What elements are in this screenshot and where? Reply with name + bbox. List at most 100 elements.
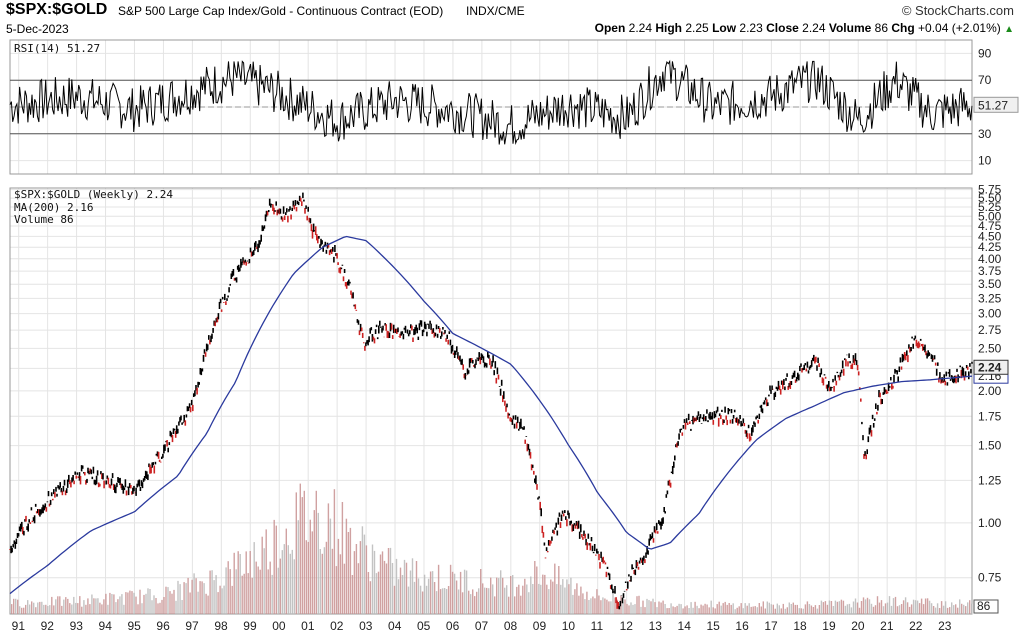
volume-bar xyxy=(315,490,317,614)
price-tick-label: 4.25 xyxy=(978,240,1002,254)
volume-bar xyxy=(578,595,580,614)
volume-bar xyxy=(289,553,291,614)
volume-bar xyxy=(231,585,233,614)
volume-bar xyxy=(496,577,498,614)
symbol-title: $SPX:$GOLD xyxy=(6,1,108,18)
volume-bar xyxy=(189,592,191,614)
volume-bar xyxy=(393,585,396,614)
price-tick-label: 2.00 xyxy=(978,384,1002,398)
price-tick-label: 2.50 xyxy=(978,341,1002,355)
volume-bar xyxy=(257,566,259,614)
volume-last-value-box xyxy=(973,599,999,614)
volume-bar xyxy=(780,608,782,614)
ma-legend: MA(200) 2.16 xyxy=(14,201,93,214)
volume-bar xyxy=(177,580,179,614)
x-tick-label: 18 xyxy=(793,619,807,633)
x-tick-label: 91 xyxy=(12,619,26,633)
x-tick-label: 01 xyxy=(301,619,315,633)
volume-bar xyxy=(123,604,125,614)
volume-bar xyxy=(536,566,538,614)
volume-bar xyxy=(141,603,143,614)
volume-bar xyxy=(383,560,386,614)
x-tick-label: 02 xyxy=(330,619,344,633)
volume-bar xyxy=(213,580,215,614)
volume-bar xyxy=(373,550,376,614)
stockcharts-watermark[interactable]: © StockCharts.com xyxy=(901,3,1014,18)
volume-bar xyxy=(944,601,947,614)
volume-bar xyxy=(856,602,859,614)
volume-bar xyxy=(451,571,454,614)
volume-bar xyxy=(608,601,610,614)
volume-bar xyxy=(361,526,364,614)
volume-bar xyxy=(959,599,961,614)
rsi-panel xyxy=(9,39,973,175)
volume-bar xyxy=(433,582,436,614)
volume-bar xyxy=(696,605,698,614)
volume-bar xyxy=(337,538,340,614)
volume-bar xyxy=(201,581,203,614)
volume-bar xyxy=(644,607,646,614)
volume-bar xyxy=(794,604,796,614)
volume-bar xyxy=(824,601,827,614)
volume-bar xyxy=(319,549,321,614)
volume-bar xyxy=(327,503,330,614)
volume-bar xyxy=(57,596,59,614)
volume-bar xyxy=(482,583,484,614)
volume-bar xyxy=(894,596,897,614)
volume-bar xyxy=(478,588,480,614)
volume-bar xyxy=(399,567,402,614)
price-legend: $SPX:$GOLD (Weekly) 2.24 xyxy=(14,188,173,201)
volume-bar xyxy=(732,603,734,614)
volume-bar xyxy=(293,559,295,614)
volume-bar xyxy=(538,583,540,614)
volume-bar xyxy=(736,607,738,614)
volume-bar xyxy=(594,598,596,614)
volume-bar xyxy=(191,579,193,614)
volume-bar xyxy=(287,545,289,614)
volume-bar xyxy=(171,593,173,614)
volume-bar xyxy=(724,601,726,614)
volume-bar xyxy=(113,594,115,614)
volume-bar xyxy=(892,598,895,614)
x-tick-label: 07 xyxy=(475,619,489,633)
volume-bar xyxy=(924,598,927,614)
volume-bar xyxy=(602,597,604,614)
volume-label: Volume xyxy=(828,21,872,35)
volume-bar xyxy=(878,602,881,614)
volume-bar xyxy=(29,604,31,614)
volume-bar xyxy=(21,607,23,614)
volume-bar xyxy=(884,603,887,614)
volume-bar xyxy=(331,548,334,614)
rsi-line xyxy=(9,59,973,145)
volume-bar xyxy=(776,603,778,614)
volume-bar xyxy=(516,586,518,614)
volume-bar xyxy=(494,596,496,614)
volume-bar xyxy=(271,574,273,614)
volume-bar xyxy=(544,574,546,614)
volume-bar xyxy=(125,592,127,614)
x-tick-label: 21 xyxy=(880,619,894,633)
volume-bar xyxy=(832,606,835,614)
volume-bar xyxy=(596,589,598,614)
volume-bar xyxy=(351,575,354,614)
price-tick-label: 2.75 xyxy=(978,323,1002,337)
ma200-line xyxy=(9,235,973,595)
volume-bar xyxy=(429,571,432,614)
volume-bar xyxy=(395,558,398,614)
chg-up-marker: ▲ xyxy=(1004,24,1014,35)
price-frame xyxy=(9,187,973,615)
volume-bar xyxy=(335,566,338,614)
volume-bar xyxy=(756,607,758,614)
volume-bar xyxy=(546,584,548,614)
volume-bar xyxy=(876,596,879,614)
volume-bar xyxy=(676,605,678,614)
volume-bar xyxy=(49,605,51,614)
x-tick-label: 12 xyxy=(620,619,634,633)
volume-bar xyxy=(197,591,199,614)
volume-bar xyxy=(281,550,283,614)
rsi-tick-label: 90 xyxy=(978,46,992,60)
volume-bar xyxy=(75,602,77,614)
volume-bar xyxy=(391,563,394,614)
volume-bar xyxy=(860,601,863,614)
volume-bar xyxy=(253,542,255,614)
